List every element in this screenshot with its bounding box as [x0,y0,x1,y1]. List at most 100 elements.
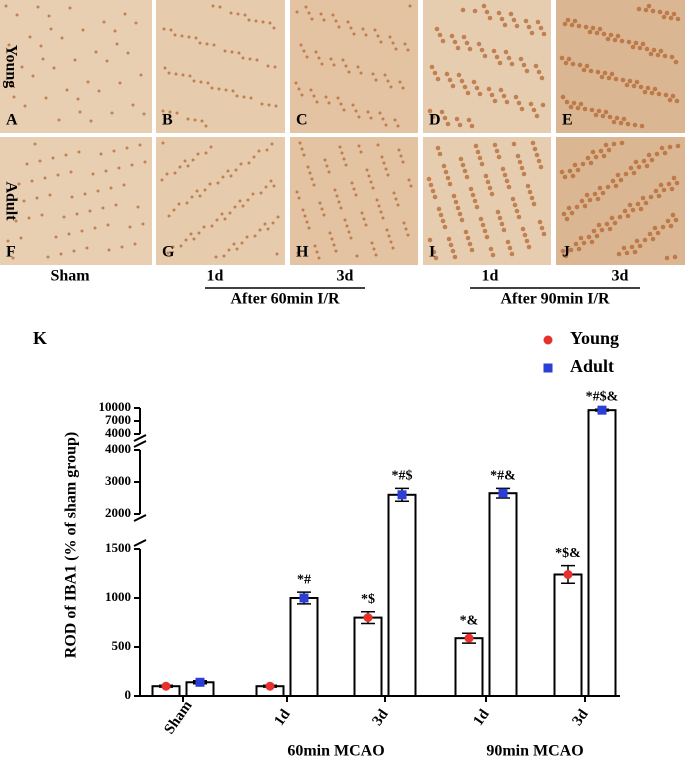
cell [632,249,638,255]
cell [447,77,453,83]
cell [502,172,508,178]
cell [15,13,19,17]
cell [35,196,39,200]
cell [477,155,483,161]
cell [531,107,537,113]
cell [659,145,665,151]
cell [638,206,644,212]
cell [322,18,326,22]
cell [310,177,314,181]
cell [472,8,478,14]
cell [383,73,387,77]
cell [580,161,586,167]
cell [349,26,353,30]
cell [209,145,213,149]
cell [452,39,458,45]
cell [385,228,389,232]
panel-label: J [562,244,570,261]
cell [235,247,239,251]
cell [569,210,575,216]
cell [562,174,568,180]
cell [673,59,679,65]
cell [466,117,472,123]
column-label: 1d [207,268,224,285]
cell [86,80,90,84]
cell [252,155,256,159]
mean-marker [563,569,573,579]
cell [392,191,396,195]
cell [605,184,611,190]
cell [393,118,397,122]
micrograph [423,137,551,265]
cell [272,184,276,188]
cell [220,212,224,216]
cell [31,74,35,78]
cell [235,94,239,98]
cell [647,231,653,237]
cell [7,43,11,47]
cell [205,42,209,46]
cell [607,226,613,232]
cell [40,213,44,217]
cell [658,48,664,54]
cell [347,70,351,74]
cell [604,221,610,227]
cell [530,140,536,146]
cell [505,239,511,245]
cell [640,195,646,201]
cell [595,69,601,75]
cell [206,81,210,85]
y-axis-label: ROD of IBA1 (% of sham group) [63,432,80,658]
cell [307,11,311,15]
y-tick-label: 1000 [105,589,131,604]
cell [192,79,196,83]
cell [327,170,331,174]
cell [433,255,439,261]
cell [488,246,494,252]
cell [60,36,64,40]
cell [274,104,278,108]
cell [187,35,191,39]
cell [88,209,92,213]
cell [515,153,521,159]
cell [477,91,483,97]
cell [183,159,187,163]
cell [616,251,622,257]
group-label: After 90min I/R [500,291,609,308]
cell [332,63,336,67]
bar [553,573,583,697]
cell [649,157,655,163]
cell [239,162,243,166]
cell [506,55,512,61]
cell [342,108,346,112]
cell [437,151,443,157]
cell [667,97,673,103]
cell [245,235,249,239]
cell [441,163,447,169]
cell [329,57,333,61]
cell [481,3,487,9]
cell [270,142,274,146]
cell [117,166,121,170]
cell [638,84,644,90]
cell [499,16,505,22]
cell [276,215,280,219]
cell [658,182,664,188]
cell [85,246,89,250]
cell [613,76,619,82]
cell [161,141,165,145]
cell [273,65,277,69]
cell [307,226,311,230]
cell [582,106,588,112]
cell [624,250,630,256]
cell [192,237,196,241]
mean-marker [397,490,407,500]
cell [581,240,587,246]
cell [23,104,27,108]
cell [600,113,606,119]
cell [401,86,405,90]
cell [446,236,452,242]
cell [631,170,637,176]
cell [589,239,595,245]
